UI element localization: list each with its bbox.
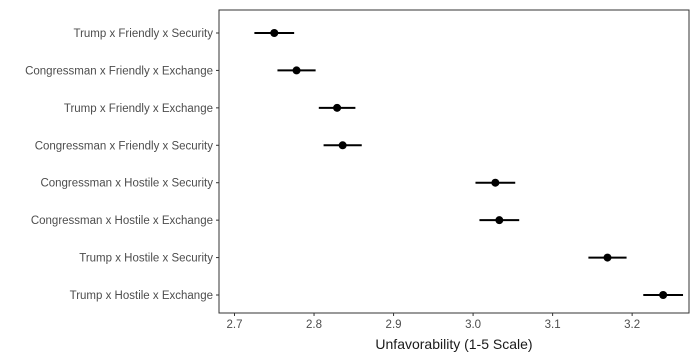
category-label: Congressman x Friendly x Exchange (25, 65, 213, 77)
category-label: Congressman x Friendly x Security (35, 140, 214, 152)
point-estimate (338, 141, 347, 150)
category-labels: Trump x Friendly x Security Congressman x… (25, 28, 213, 302)
point-estimate (603, 253, 612, 262)
category-label: Trump x Friendly x Security (73, 28, 213, 40)
x-tick-label: 2.7 (227, 319, 243, 331)
plot-panel (218, 9, 690, 314)
x-axis-ticks (234, 313, 633, 316)
x-axis-title: Unfavorability (1-5 Scale) (375, 336, 532, 352)
point-estimate (659, 291, 668, 299)
category-label: Trump x Hostile x Exchange (70, 290, 213, 302)
x-axis-tick-labels: 2.7 2.8 2.9 3.0 3.1 3.2 (227, 319, 641, 331)
category-label: Congressman x Hostile x Exchange (31, 215, 213, 227)
x-tick-label: 2.9 (386, 319, 402, 331)
point-estimate (495, 216, 504, 225)
category-label: Congressman x Hostile x Security (40, 178, 213, 190)
x-tick-label: 3.2 (624, 319, 640, 331)
y-axis-ticks (216, 32, 219, 296)
category-label: Trump x Friendly x Exchange (64, 103, 213, 115)
x-tick-label: 2.8 (306, 319, 322, 331)
point-estimate (333, 103, 342, 112)
point-estimate (270, 29, 279, 37)
x-tick-label: 3.0 (465, 319, 481, 331)
point-estimate (292, 66, 301, 75)
x-tick-label: 3.1 (545, 319, 561, 331)
point-estimate (491, 178, 500, 187)
estimate-marks (254, 29, 684, 299)
category-label: Trump x Hostile x Security (79, 253, 213, 265)
